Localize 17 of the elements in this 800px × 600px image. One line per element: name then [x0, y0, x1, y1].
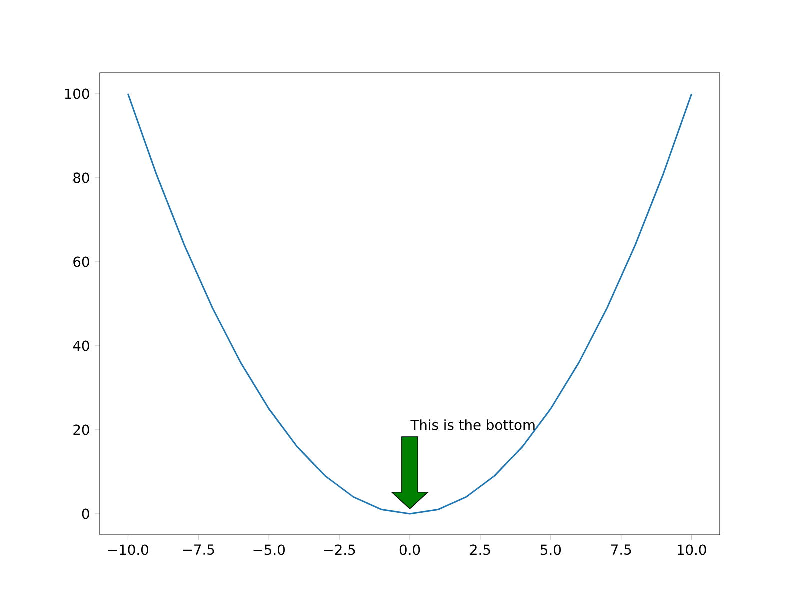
- y-tick-label: 0: [82, 508, 90, 520]
- y-tick-label: 40: [73, 340, 90, 352]
- y-tick-label: 20: [74, 424, 90, 436]
- x-tick-label: 2.5: [470, 544, 490, 556]
- x-tick-label: 5.0: [540, 544, 562, 556]
- line-series: [127, 93, 693, 515]
- x-tick-label: 7.5: [611, 544, 632, 556]
- x-tick-label: 10.0: [678, 544, 706, 556]
- y-tick-label: 60: [74, 256, 90, 268]
- x-tick-label: −2.5: [324, 544, 356, 556]
- x-tick-label: −10.0: [108, 544, 148, 556]
- x-tick-label: 0.0: [400, 544, 420, 556]
- y-tick-label: 80: [74, 172, 90, 184]
- x-tick-label: −5.0: [254, 544, 285, 556]
- annotation: This is the bottom: [410, 420, 535, 430]
- x-tick-label: −7.5: [183, 544, 214, 556]
- y-tick-label: 100: [65, 88, 90, 100]
